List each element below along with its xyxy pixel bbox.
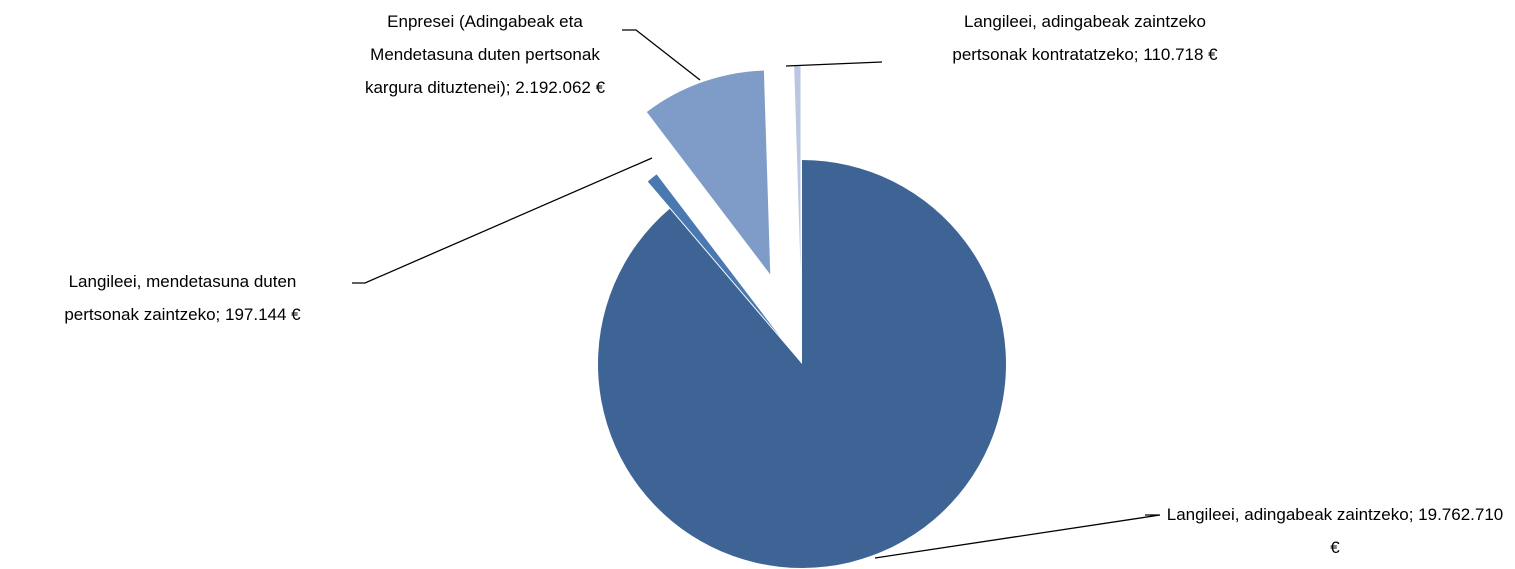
leader-line xyxy=(352,157,653,284)
pie-slice xyxy=(598,160,1007,568)
data-label: Langileei, adingabeak zaintzeko; 19.762.… xyxy=(1160,498,1510,564)
data-label: Langileei, mendetasuna duten pertsonak z… xyxy=(50,265,315,331)
pie-slice xyxy=(647,174,781,337)
leader-line xyxy=(622,29,701,81)
slice-name: Langileei, mendetasuna duten pertsonak z… xyxy=(64,272,297,324)
slice-value: 19.762.710 € xyxy=(1330,505,1504,557)
slice-value: 2.192.062 € xyxy=(515,78,606,97)
data-label: Langileei, adingabeak zaintzeko pertsona… xyxy=(930,5,1240,71)
data-label: Enpresei (Adingabeak eta Mendetasuna dut… xyxy=(360,5,610,104)
slice-name: Langileei, adingabeak zaintzeko; xyxy=(1166,505,1414,524)
pie-slice xyxy=(794,65,801,270)
pie-slice xyxy=(646,70,771,275)
slice-value: 110.718 € xyxy=(1143,45,1218,64)
slice-name: Langileei, adingabeak zaintzeko pertsona… xyxy=(952,12,1206,64)
leader-line xyxy=(874,514,1161,559)
slice-value: 197.144 € xyxy=(225,305,301,324)
leader-line xyxy=(785,61,883,67)
slice-name: Enpresei (Adingabeak eta Mendetasuna dut… xyxy=(364,12,600,97)
